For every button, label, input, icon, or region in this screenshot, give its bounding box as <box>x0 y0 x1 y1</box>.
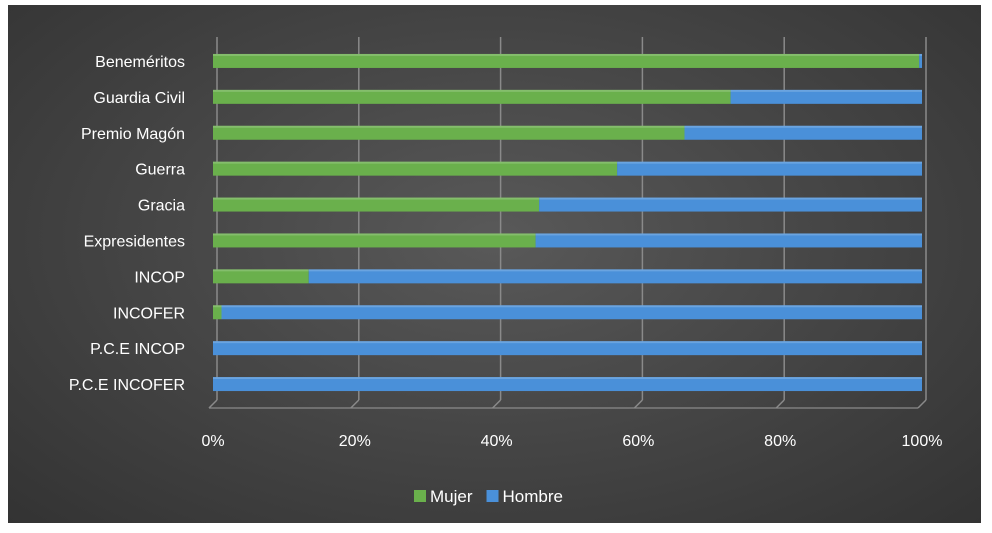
bar-mujer <box>213 269 309 284</box>
bar-highlight <box>730 89 922 92</box>
category-label: Guerra <box>135 162 185 179</box>
x-tick-label: 40% <box>481 433 513 450</box>
bar-hombre <box>213 377 922 392</box>
bar-highlight <box>308 269 923 272</box>
category-label: INCOFER <box>113 305 185 322</box>
x-tick-label: 60% <box>622 433 654 450</box>
bar-highlight <box>213 53 920 56</box>
bar-highlight <box>213 125 685 128</box>
x-tick-label: 20% <box>339 433 371 450</box>
x-axis-ticks: 0% 20% 40% 60% 80% 100% <box>201 433 942 450</box>
category-labels: Beneméritos Guardia Civil Premio Magón Guer… <box>69 54 185 394</box>
bar-highlight <box>213 161 618 164</box>
bar-mujer <box>213 305 222 320</box>
bar-mujer <box>213 197 540 212</box>
category-label: Expresidentes <box>84 233 185 250</box>
bar-highlight <box>539 197 922 200</box>
category-label: Guardia Civil <box>93 90 185 107</box>
bar-highlight <box>221 305 922 308</box>
gridline-foot <box>917 399 927 409</box>
bar-mujer <box>213 125 685 140</box>
x-tick-label: 80% <box>764 433 796 450</box>
bar-highlight <box>213 197 540 200</box>
category-label: P.C.E INCOFER <box>69 377 185 394</box>
bar-mujer <box>213 233 536 248</box>
bar-hombre <box>617 161 922 176</box>
gridline-foot <box>208 399 218 409</box>
legend: Mujer Hombre <box>414 487 563 506</box>
stacked-bar-chart: Beneméritos Guardia Civil Premio Magón Guer… <box>69 37 942 506</box>
bar-highlight <box>213 89 731 92</box>
category-label: Beneméritos <box>95 54 185 71</box>
gridline-foot <box>775 399 785 409</box>
bar-highlight <box>617 161 922 164</box>
bar-mujer <box>213 161 618 176</box>
gridline-foot <box>492 399 502 409</box>
bar-hombre <box>539 197 922 212</box>
bar-hombre <box>730 89 922 104</box>
bar-hombre <box>535 233 922 248</box>
bar-hombre <box>919 53 922 68</box>
bar-hombre <box>308 269 923 284</box>
bar-hombre <box>213 341 922 356</box>
bar-mujer <box>213 53 920 68</box>
bar-highlight <box>213 341 922 344</box>
chart-frame: Beneméritos Guardia Civil Premio Magón Guer… <box>8 5 981 523</box>
legend-swatch-hombre <box>486 490 499 502</box>
category-label: INCOP <box>134 269 185 286</box>
bar-hombre <box>684 125 922 140</box>
bar-mujer <box>213 89 731 104</box>
bar-highlight <box>213 377 922 380</box>
bar-highlight <box>213 305 222 308</box>
category-label: Gracia <box>138 198 185 215</box>
category-label: P.C.E INCOP <box>90 341 185 358</box>
bar-highlight <box>213 269 309 272</box>
x-tick-label: 100% <box>902 433 943 450</box>
legend-swatch-mujer <box>414 490 426 502</box>
bar-highlight <box>535 233 922 236</box>
legend-label-mujer: Mujer <box>430 487 473 506</box>
gridline-foot <box>350 399 360 409</box>
legend-label-hombre: Hombre <box>503 487 563 506</box>
bars <box>213 53 923 392</box>
bar-highlight <box>684 125 922 128</box>
bar-hombre <box>221 305 922 320</box>
category-label: Premio Magón <box>81 126 185 143</box>
gridline-foot <box>633 399 643 409</box>
bar-highlight <box>919 53 922 56</box>
bar-highlight <box>213 233 536 236</box>
x-tick-label: 0% <box>201 433 224 450</box>
